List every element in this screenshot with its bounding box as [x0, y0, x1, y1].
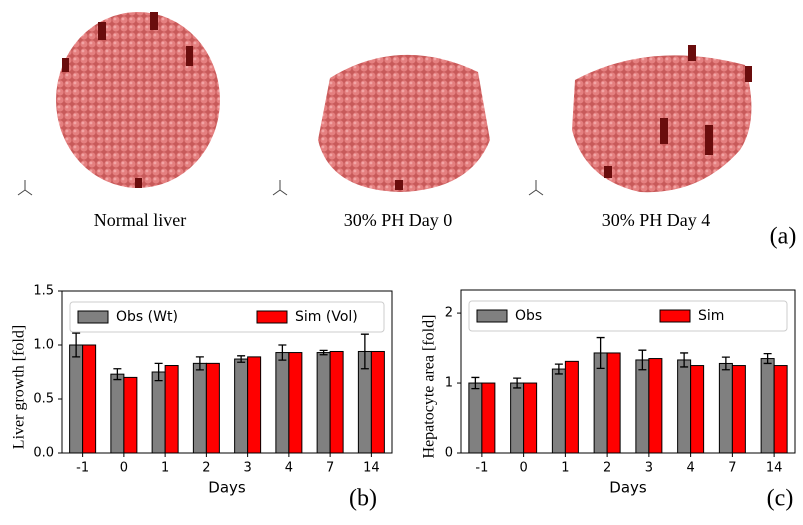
error-bar	[638, 349, 647, 371]
bar	[316, 352, 331, 454]
bar	[690, 365, 705, 454]
bar	[69, 344, 84, 454]
render-normal-liver	[56, 12, 220, 188]
error-bar	[72, 332, 81, 358]
panel-label: (a)	[770, 224, 797, 250]
x-tick-label: 14	[766, 461, 783, 476]
legend-label: Obs (Wt)	[116, 309, 178, 325]
bar	[773, 365, 788, 454]
legend-swatch	[659, 309, 691, 323]
error-bar	[680, 352, 689, 368]
bar	[606, 352, 621, 454]
bar	[247, 356, 262, 454]
y-tick-label: 1.0	[33, 338, 54, 353]
x-tick-label: 2	[202, 461, 210, 476]
x-axis-label: Days	[208, 479, 246, 497]
error-bar	[195, 356, 204, 371]
x-tick-label: 7	[326, 461, 334, 476]
render-day4	[572, 45, 752, 193]
legend-box	[69, 301, 385, 333]
y-tick-label: 1	[445, 376, 453, 391]
bar	[523, 382, 538, 454]
y-tick-label: 0	[445, 446, 453, 461]
bar	[760, 358, 775, 454]
x-tick-label: -1	[475, 461, 488, 476]
x-tick-label: 4	[285, 461, 293, 476]
y-axis-label: Liver growth [fold]	[11, 325, 28, 449]
legend-label: Obs	[515, 308, 542, 324]
plot-frame	[61, 290, 393, 454]
x-axis-label: Days	[609, 479, 647, 497]
bar	[481, 382, 496, 454]
bar	[677, 359, 692, 454]
error-bar	[554, 363, 563, 375]
error-bar	[319, 349, 328, 356]
error-bar	[278, 344, 287, 361]
y-axis-label: Hepatocyte area [fold]	[421, 315, 438, 459]
error-bar	[721, 356, 730, 371]
bar	[564, 360, 579, 454]
legend-box	[468, 300, 788, 332]
error-bar	[763, 353, 772, 365]
bar	[370, 350, 385, 454]
error-bar	[513, 377, 522, 389]
bar	[329, 350, 344, 454]
bar	[635, 359, 650, 454]
bar	[551, 368, 566, 454]
bar	[123, 376, 138, 454]
plot-frame	[460, 289, 796, 454]
bar	[718, 362, 733, 454]
bar	[151, 371, 166, 454]
x-tick-label: -1	[76, 461, 89, 476]
bar	[234, 358, 249, 454]
x-tick-label: 0	[120, 461, 128, 476]
y-tick-label: 0.0	[33, 446, 54, 461]
bar	[192, 362, 207, 454]
y-tick-label: 0.5	[33, 392, 54, 407]
bar	[288, 352, 303, 454]
axis-triads	[17, 180, 544, 196]
caption: 30% PH Day 4	[602, 210, 711, 230]
legend-label: Sim (Vol)	[295, 309, 358, 325]
x-tick-label: 3	[645, 461, 653, 476]
error-bar	[596, 336, 605, 370]
bar	[648, 358, 663, 454]
x-tick-label: 1	[161, 461, 169, 476]
bar	[468, 382, 483, 454]
bar	[82, 344, 97, 454]
y-tick-label: 2	[445, 306, 453, 321]
error-bar	[154, 362, 163, 382]
error-bar	[113, 368, 122, 381]
legend-swatch	[77, 310, 109, 324]
caption: Normal liver	[94, 210, 186, 230]
bar	[205, 362, 220, 454]
bar	[510, 382, 525, 454]
bar	[110, 373, 125, 454]
x-tick-label: 7	[728, 461, 736, 476]
x-tick-label: 0	[519, 461, 527, 476]
x-tick-label: 14	[363, 461, 380, 476]
bar	[164, 365, 179, 454]
error-bar	[237, 355, 246, 363]
legend-swatch	[256, 310, 288, 324]
legend-swatch	[476, 309, 508, 323]
x-tick-label: 1	[561, 461, 569, 476]
bar	[275, 352, 290, 454]
error-bar	[471, 376, 480, 390]
legend-label: Sim	[698, 308, 724, 324]
x-tick-label: 4	[686, 461, 694, 476]
panel-label: (b)	[349, 486, 377, 512]
x-tick-label: 3	[243, 461, 251, 476]
x-tick-label: 2	[603, 461, 611, 476]
caption: 30% PH Day 0	[344, 210, 453, 230]
y-tick-label: 1.5	[33, 284, 54, 299]
panel-label: (c)	[767, 486, 794, 512]
bar	[731, 365, 746, 454]
render-day0	[318, 54, 490, 192]
error-bar	[360, 333, 369, 370]
